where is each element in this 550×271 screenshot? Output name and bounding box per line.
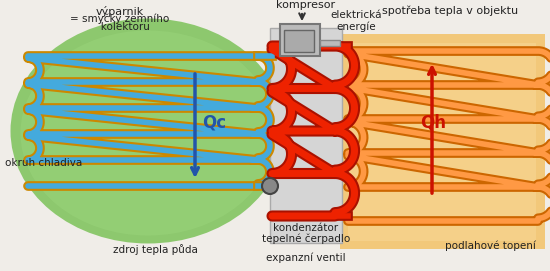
- Text: kompresor: kompresor: [277, 0, 336, 10]
- Text: tepelné čerpadlo: tepelné čerpadlo: [262, 233, 350, 244]
- Text: Qc: Qc: [202, 114, 226, 132]
- Bar: [320, 40, 340, 46]
- Bar: [284, 30, 314, 52]
- Text: kondenzátor: kondenzátor: [273, 223, 339, 233]
- Text: zdroj tepla půda: zdroj tepla půda: [113, 244, 197, 255]
- Text: elektrická
energíe: elektrická energíe: [330, 10, 382, 32]
- Text: kolektoru: kolektoru: [91, 22, 150, 32]
- Bar: [348, 43, 536, 241]
- Circle shape: [262, 178, 278, 194]
- Text: okruh chladiva: okruh chladiva: [5, 158, 82, 168]
- Text: expanzní ventil: expanzní ventil: [266, 253, 346, 263]
- Bar: [270, 28, 342, 243]
- Ellipse shape: [20, 31, 276, 235]
- Text: spotřeba tepla v objektu: spotřeba tepla v objektu: [382, 6, 518, 17]
- Ellipse shape: [10, 18, 285, 244]
- Bar: [340, 34, 545, 249]
- Text: výparnik: výparnik: [96, 6, 144, 17]
- Bar: [280, 24, 320, 56]
- Text: = smyčky zemního: = smyčky zemního: [70, 14, 169, 24]
- Text: podlahové topení: podlahové topení: [444, 240, 536, 251]
- Text: Qh: Qh: [420, 114, 446, 132]
